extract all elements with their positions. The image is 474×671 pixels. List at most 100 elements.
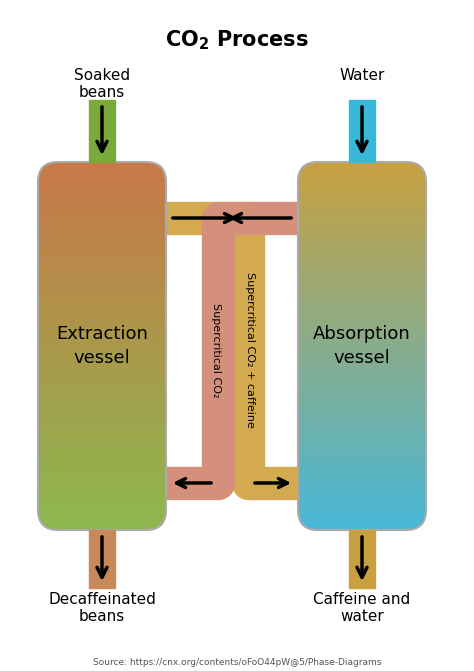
Bar — [38, 467, 166, 471]
Bar — [298, 321, 426, 325]
FancyBboxPatch shape — [38, 162, 166, 530]
Bar — [298, 356, 426, 360]
Bar — [38, 486, 166, 491]
Text: Water: Water — [339, 68, 385, 83]
Bar — [38, 479, 166, 483]
Bar — [298, 195, 426, 199]
Bar — [298, 408, 426, 411]
Bar — [298, 346, 426, 350]
Bar — [298, 185, 426, 189]
Bar — [38, 176, 166, 179]
Bar — [38, 450, 166, 454]
Bar — [298, 314, 426, 317]
Bar — [298, 213, 426, 216]
Bar — [298, 201, 426, 204]
Bar — [38, 460, 166, 463]
Bar — [38, 252, 166, 256]
Bar — [38, 180, 166, 185]
Bar — [38, 267, 166, 270]
Bar — [298, 215, 426, 219]
Bar — [298, 341, 426, 345]
Bar — [298, 499, 426, 503]
Bar — [298, 370, 426, 374]
Bar — [298, 437, 426, 441]
Bar — [38, 354, 166, 357]
Bar — [298, 232, 426, 236]
Bar — [38, 250, 166, 254]
Bar — [298, 467, 426, 471]
Bar — [89, 530, 115, 588]
Bar — [38, 509, 166, 513]
Bar — [298, 517, 426, 520]
Bar — [298, 445, 426, 448]
Bar — [298, 311, 426, 315]
Bar — [298, 257, 426, 261]
Bar — [298, 289, 426, 293]
Bar — [38, 201, 166, 204]
Bar — [38, 526, 166, 530]
Bar — [298, 450, 426, 454]
Bar — [38, 452, 166, 456]
Text: Supercritical CO₂ + caffeine: Supercritical CO₂ + caffeine — [245, 272, 255, 428]
Bar — [38, 417, 166, 421]
Bar — [38, 274, 166, 278]
Text: Soaked
beans: Soaked beans — [74, 68, 130, 101]
Bar — [298, 245, 426, 248]
Bar — [38, 366, 166, 370]
Bar — [38, 395, 166, 399]
Bar — [38, 297, 166, 301]
Bar — [298, 391, 426, 394]
Bar — [38, 474, 166, 478]
Bar — [298, 324, 426, 327]
Bar — [38, 507, 166, 510]
Bar — [298, 507, 426, 510]
Bar — [298, 470, 426, 473]
Bar — [298, 205, 426, 209]
Bar — [298, 220, 426, 223]
Bar — [298, 158, 426, 162]
Bar — [298, 511, 426, 515]
Bar — [38, 299, 166, 303]
Bar — [38, 344, 166, 347]
Bar — [38, 198, 166, 201]
Bar — [298, 477, 426, 480]
Bar — [298, 208, 426, 211]
Bar — [38, 484, 166, 488]
Bar — [38, 193, 166, 197]
Bar — [38, 326, 166, 330]
Bar — [298, 401, 426, 404]
Bar — [298, 457, 426, 461]
Bar — [298, 514, 426, 517]
Bar — [38, 415, 166, 419]
Bar — [298, 210, 426, 214]
Bar — [38, 410, 166, 414]
Bar — [298, 301, 426, 305]
Bar — [38, 220, 166, 223]
Bar — [38, 292, 166, 295]
Bar — [38, 492, 166, 495]
Bar — [298, 383, 426, 386]
Bar — [38, 240, 166, 244]
Bar — [298, 193, 426, 197]
Bar — [38, 477, 166, 480]
Bar — [298, 348, 426, 352]
Bar — [38, 307, 166, 310]
Bar — [38, 324, 166, 327]
Bar — [38, 285, 166, 288]
Bar — [38, 336, 166, 340]
Bar — [298, 455, 426, 458]
Bar — [298, 358, 426, 362]
Bar — [38, 448, 166, 451]
Bar — [38, 191, 166, 194]
Bar — [298, 486, 426, 491]
Bar — [298, 235, 426, 239]
Bar — [298, 254, 426, 258]
Bar — [38, 391, 166, 394]
Bar — [298, 405, 426, 409]
Bar — [298, 178, 426, 182]
Bar — [38, 348, 166, 352]
Bar — [38, 235, 166, 239]
Bar — [298, 484, 426, 488]
Bar — [298, 521, 426, 525]
Bar — [298, 464, 426, 468]
